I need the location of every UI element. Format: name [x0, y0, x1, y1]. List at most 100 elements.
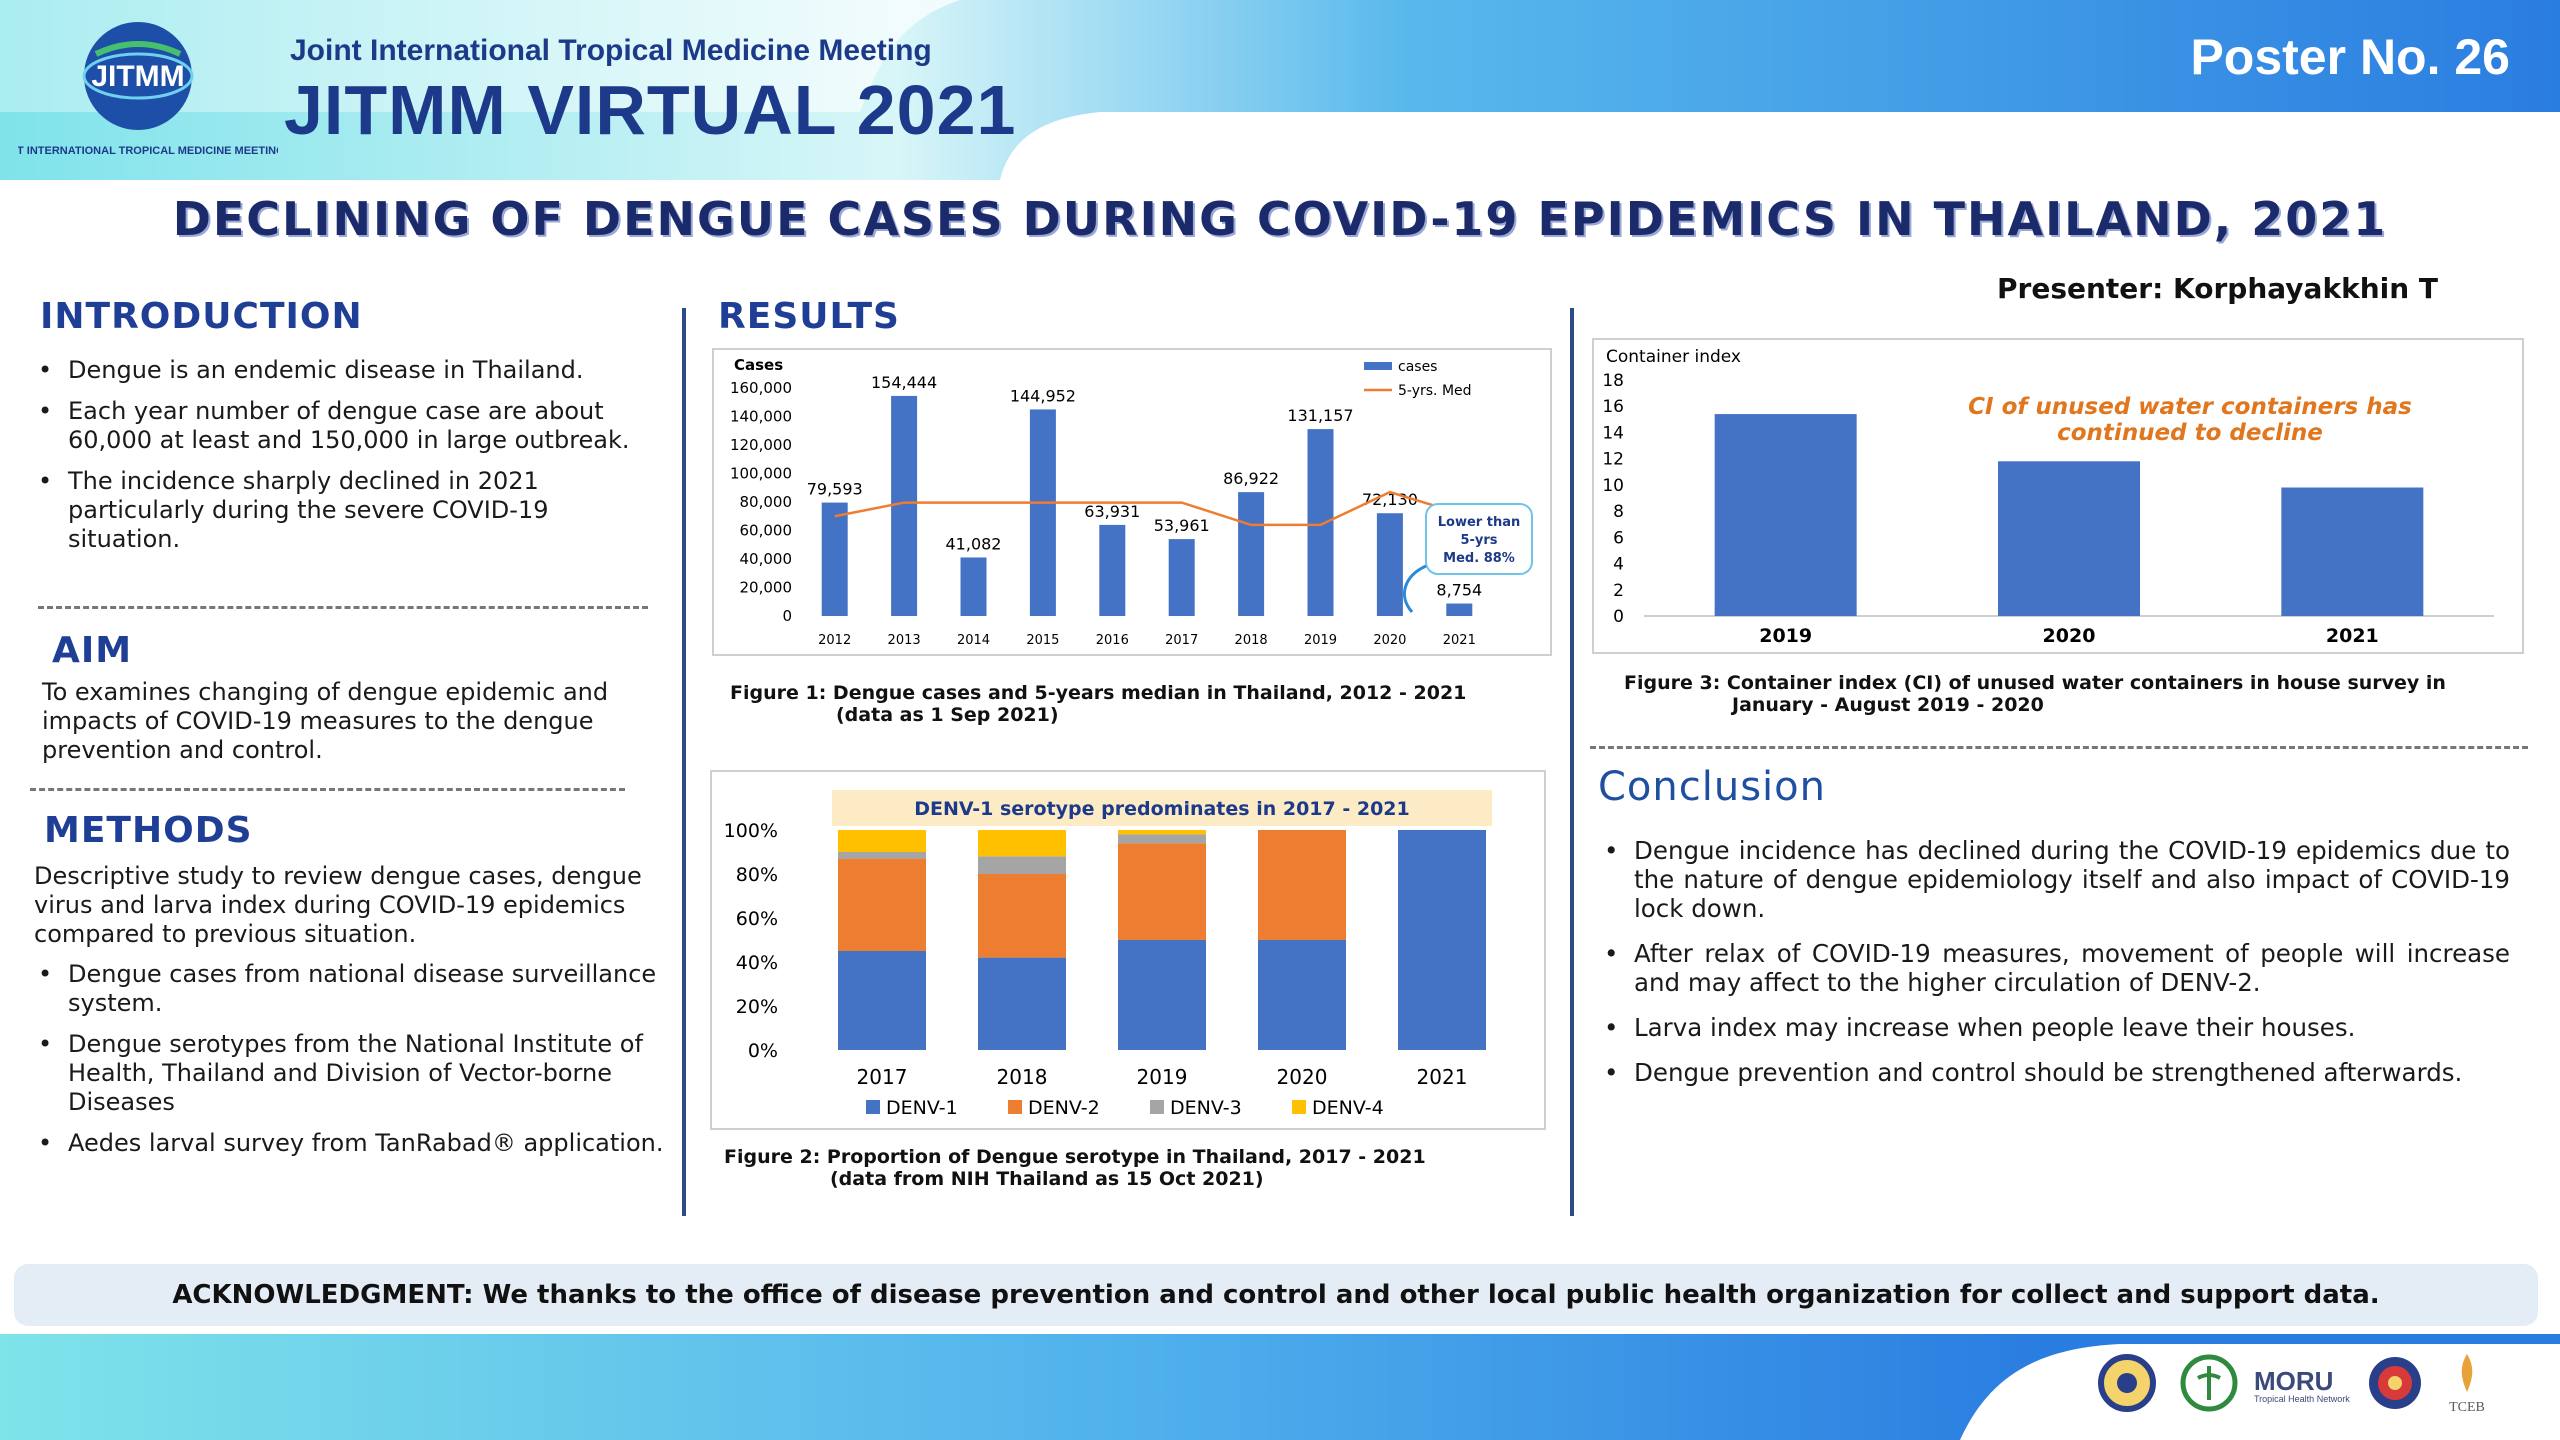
tceb-text: TCEB [2449, 1400, 2485, 1415]
stacked-segment [838, 852, 926, 859]
y-tick-label: 4 [1613, 555, 1624, 575]
data-label: 154,444 [871, 373, 937, 392]
y-tick-label: 6 [1613, 528, 1624, 548]
stacked-segment [1118, 830, 1206, 835]
bar [2281, 487, 2424, 616]
y-tick-label: 0 [1613, 607, 1624, 627]
x-tick-label: 2015 [1026, 633, 1059, 648]
stacked-segment [1118, 834, 1206, 844]
y-tick-label: 12 [1602, 450, 1624, 470]
data-label: 79,593 [807, 480, 863, 499]
bar [960, 557, 987, 616]
y-tick-label: 100,000 [730, 465, 792, 483]
x-tick-label: 2021 [1417, 1065, 1468, 1089]
acknowledgment: ACKNOWLEDGMENT: We thanks to the office … [14, 1264, 2538, 1326]
legend-label: DENV-4 [1312, 1097, 1384, 1119]
y-tick-label: 0% [748, 1040, 778, 1062]
x-tick-label: 2021 [2326, 625, 2379, 647]
poster-title: DECLINING OF DENGUE CASES DURING COVID-1… [172, 192, 2388, 246]
callout-text: Med. 88% [1443, 551, 1515, 566]
list-item: Dengue prevention and control should be … [1600, 1058, 2510, 1087]
bar [1998, 461, 2140, 616]
list-item: Each year number of dengue case are abou… [34, 397, 646, 455]
logo-ring-text: JOINT INTERNATIONAL TROPICAL MEDICINE ME… [18, 145, 278, 157]
y-tick-label: 0 [782, 607, 792, 625]
data-label: 72,130 [1362, 490, 1418, 509]
y-tick-label: 60% [736, 908, 778, 930]
data-label: 8,754 [1436, 581, 1482, 600]
introduction-heading: INTRODUCTION [40, 296, 363, 337]
callout-box [1425, 503, 1533, 575]
stacked-segment [838, 830, 926, 852]
data-label: 131,157 [1287, 406, 1353, 425]
bar [1238, 492, 1265, 616]
conclusion-heading: Conclusion [1598, 764, 1826, 810]
x-tick-label: 2019 [1759, 625, 1812, 647]
y-tick-label: 10 [1602, 476, 1624, 496]
y-tick-label: 80,000 [740, 493, 793, 511]
stacked-segment [1258, 940, 1346, 1050]
data-label: 53,961 [1154, 516, 1210, 535]
bar [1376, 513, 1403, 616]
figure2-caption: Figure 2: Proportion of Dengue serotype … [724, 1146, 1544, 1190]
y-tick-label: 14 [1602, 423, 1624, 443]
jitmm-logo: JITMM JOINT INTERNATIONAL TROPICAL MEDIC… [0, 14, 285, 164]
legend-swatch [1150, 1100, 1164, 1114]
median-line [834, 490, 1460, 527]
x-tick-label: 2019 [1137, 1065, 1188, 1089]
bar [1099, 524, 1126, 616]
y-tick-label: 60,000 [740, 522, 793, 540]
list-item: Larva index may increase when people lea… [1600, 1013, 2510, 1042]
partner-logo-tceb: TCEB [2440, 1352, 2494, 1416]
moru-text: MORU [2254, 1366, 2334, 1396]
chart-annotation: CI of unused water containers has [1968, 394, 2412, 420]
y-tick-label: 80% [736, 864, 778, 886]
list-item: Dengue cases from national disease surve… [34, 960, 664, 1018]
stacked-segment [978, 856, 1066, 874]
meeting-name: Joint International Tropical Medicine Me… [290, 34, 932, 67]
figure3-caption-line2: January - August 2019 - 2020 [1732, 694, 2044, 716]
legend-swatch [1292, 1100, 1306, 1114]
bar [1446, 603, 1473, 616]
data-label: 144,952 [1010, 386, 1076, 405]
section-divider [38, 606, 648, 609]
x-tick-label: 2017 [1165, 633, 1198, 648]
list-item: Dengue serotypes from the National Insti… [34, 1030, 664, 1117]
moru-subtext: Tropical Health Network [2254, 1394, 2350, 1404]
column-divider-2 [1570, 308, 1574, 1216]
figure1-chart: Cases 0 20,000 40,000 60,000 80,000 100,000 120… [712, 348, 1552, 656]
bar [1029, 409, 1056, 616]
figure1-caption-line2: (data as 1 Sep 2021) [836, 704, 1059, 726]
legend-label: DENV-2 [1028, 1097, 1100, 1119]
conclusion-list: Dengue incidence has declined during the… [1600, 836, 2510, 1103]
list-item: Dengue incidence has declined during the… [1600, 836, 2510, 923]
legend-swatch-cases [1364, 362, 1392, 370]
aim-text: To examines changing of dengue epidemic … [42, 678, 609, 764]
figure2-chart: DENV-1 serotype predominates in 2017 - 2… [710, 770, 1546, 1130]
y-tick-label: 20% [736, 996, 778, 1018]
data-label: 63,931 [1084, 502, 1140, 521]
y-tick-label: 140,000 [730, 408, 792, 426]
y-tick-label: 100% [724, 820, 778, 842]
figure2-banner: DENV-1 serotype predominates in 2017 - 2… [914, 798, 1409, 820]
footer-band [0, 1334, 2560, 1440]
x-tick-label: 2020 [1277, 1065, 1328, 1089]
partner-logo-crest [2366, 1354, 2424, 1416]
y-tick-label: 2 [1613, 581, 1624, 601]
x-tick-label: 2017 [857, 1065, 908, 1089]
stacked-segment [1118, 940, 1206, 1050]
data-label: 41,082 [946, 534, 1002, 553]
legend-label: DENV-3 [1170, 1097, 1242, 1119]
bar [821, 502, 848, 616]
bar [1168, 539, 1195, 616]
callout-arrow [1403, 564, 1427, 613]
legend-swatch [1008, 1100, 1022, 1114]
figure3-caption: Figure 3: Container index (CI) of unused… [1624, 672, 2524, 716]
x-tick-label: 2012 [818, 633, 851, 648]
figure3-chart: Container index 0 2 4 6 8 10 12 14 16 18 2019 2020 20… [1592, 338, 2524, 654]
introduction-list: Dengue is an endemic disease in Thailand… [34, 356, 646, 566]
results-heading: RESULTS [718, 296, 900, 337]
x-tick-label: 2020 [2043, 625, 2096, 647]
partner-logo-moph [2180, 1354, 2238, 1416]
stacked-segment [978, 957, 1066, 1050]
